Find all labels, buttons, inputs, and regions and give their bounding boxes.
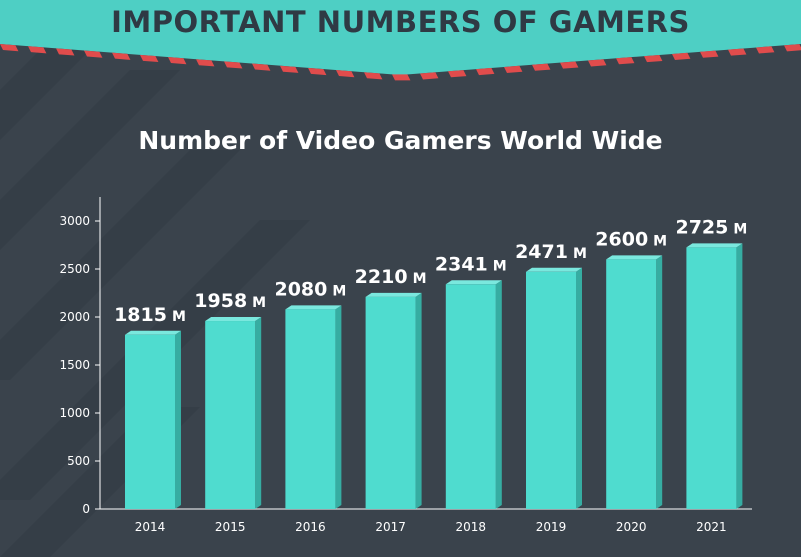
bar-side: [736, 243, 743, 509]
stripe-segment: [280, 65, 299, 73]
x-tick-label: 2015: [215, 520, 246, 534]
stripe-segment: [28, 46, 47, 54]
banner-shape: [0, 0, 801, 75]
bar: [445, 280, 502, 509]
y-tick-label: 2000: [59, 310, 90, 324]
bar-value-label: 2725 M: [675, 216, 747, 238]
stripe-segment: [0, 44, 19, 52]
y-tick-label: 2500: [59, 262, 90, 276]
stripe-segment: [140, 54, 159, 63]
x-tick-label: 2014: [135, 520, 166, 534]
bar-side: [255, 317, 262, 509]
bar-value-label: 2210 M: [355, 266, 427, 288]
bar-top: [365, 292, 422, 297]
stripe-segment: [308, 67, 327, 76]
bar-top: [445, 280, 502, 285]
bar-top: [125, 330, 181, 335]
y-tick-label: 500: [67, 454, 90, 468]
stripe-segment: [672, 52, 691, 60]
stripe-segment: [616, 57, 635, 65]
y-tick-label: 1500: [59, 358, 90, 372]
bar-front: [445, 284, 496, 509]
stripe-segment: [756, 46, 775, 54]
stripe-segment: [728, 48, 747, 56]
bar-value-label: 1815 M: [114, 304, 186, 326]
bar-side: [576, 267, 582, 509]
stripe-segment: [168, 57, 187, 65]
stripe-segment: [392, 74, 411, 81]
bar-side: [495, 280, 502, 509]
x-tick-label: 2016: [295, 520, 326, 534]
stripe-segment: [112, 52, 131, 60]
bar: [606, 255, 663, 509]
x-tick-label: 2019: [536, 520, 567, 534]
stripe-segment: [700, 50, 719, 58]
x-tick-label: 2018: [456, 520, 487, 534]
x-axis-ticks: 2014 2015 2016 2017 2018 2019 2020 2021: [135, 520, 727, 534]
bar-value-label: 2341 M: [435, 253, 507, 275]
y-tick-label: 1000: [59, 406, 90, 420]
bar-side: [415, 292, 422, 509]
bar-front: [606, 259, 657, 509]
bar-front: [526, 271, 576, 509]
x-tick-label: 2020: [616, 520, 647, 534]
bar: [125, 330, 181, 509]
banner-stripe-edge: [0, 44, 801, 81]
stripe-segment: [364, 72, 383, 80]
bar: [686, 243, 743, 509]
stripe-segment: [196, 59, 215, 67]
bar: [365, 292, 422, 509]
bar-top: [606, 255, 663, 260]
stripe-segment: [504, 65, 523, 73]
bar-top: [205, 317, 262, 322]
bar-front: [125, 334, 175, 509]
value-labels: 1815 M 1958 M 2080 M 2210 M 2341 M 2471 M 2600 M 2725 M: [114, 216, 747, 325]
bar: [205, 317, 262, 509]
stripe-segment: [420, 72, 439, 80]
bar-value-label: 2080 M: [274, 278, 346, 300]
bar-value-label: 2600 M: [595, 228, 667, 250]
bar-front: [686, 247, 737, 509]
bar-top: [526, 267, 582, 272]
chart-title: Number of Video Gamers World Wide: [138, 126, 663, 155]
stripe-segment: [532, 63, 551, 71]
y-axis: 0 500 1000 1500 2000 2500 3000: [59, 197, 752, 516]
y-tick-label: 0: [82, 502, 90, 516]
stripe-segment: [224, 61, 243, 69]
bar-top: [285, 305, 342, 310]
stripe-segment: [644, 54, 663, 63]
bar-value-label: 1958 M: [194, 290, 266, 312]
x-tick-label: 2017: [375, 520, 406, 534]
bar-side: [175, 330, 181, 509]
bar-front: [365, 296, 416, 509]
stripe-segment: [560, 61, 579, 69]
stripe-segment: [588, 59, 607, 67]
stripe-segment: [84, 50, 103, 58]
bar: [526, 267, 582, 509]
stripe-segment: [784, 44, 801, 52]
bar-side: [335, 305, 342, 509]
bar-front: [285, 309, 336, 509]
stripe-segment: [476, 67, 495, 76]
stripe-segment: [56, 48, 75, 56]
bar-side: [656, 255, 663, 509]
stripe-segment: [448, 70, 467, 78]
y-tick-label: 3000: [59, 214, 90, 228]
bar-top: [686, 243, 743, 248]
banner-title: IMPORTANT NUMBERS OF GAMERS: [111, 5, 690, 39]
bar: [285, 305, 342, 509]
bars: [125, 243, 743, 509]
bar-front: [205, 321, 256, 509]
stripe-segment: [336, 70, 355, 78]
x-tick-label: 2021: [696, 520, 727, 534]
bar-value-label: 2471 M: [515, 241, 587, 263]
stripe-segment: [252, 63, 271, 71]
